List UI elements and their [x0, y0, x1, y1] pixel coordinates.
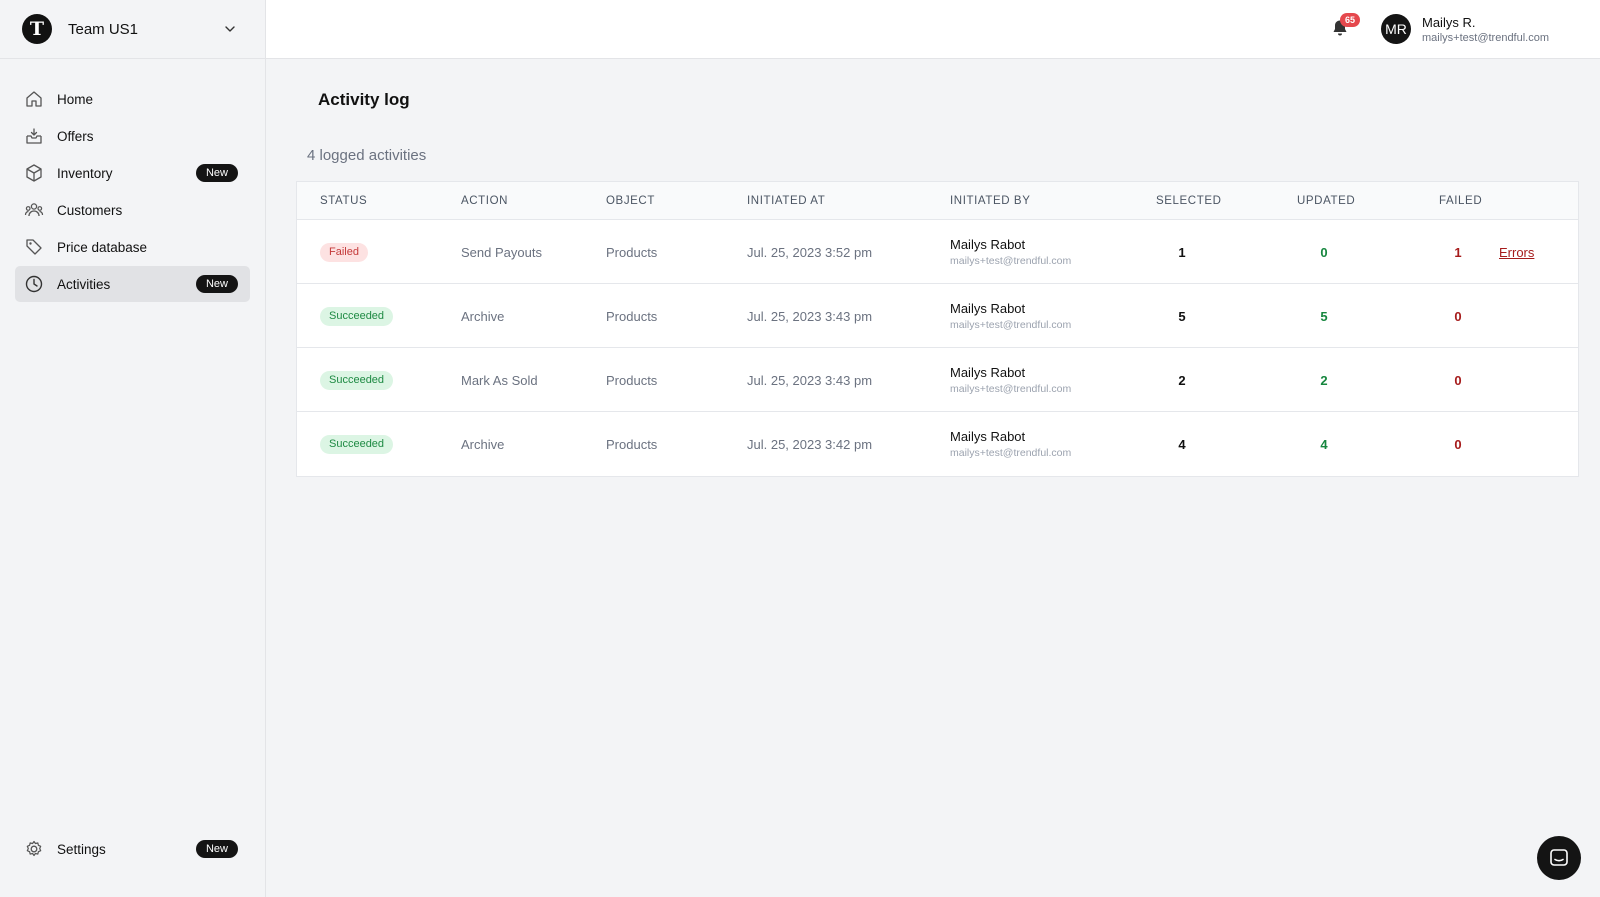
sidebar-item-settings[interactable]: Settings New: [15, 831, 250, 867]
table-row[interactable]: Succeeded Mark As Sold Products Jul. 25,…: [297, 348, 1578, 412]
new-badge: New: [195, 164, 238, 182]
sidebar-item-label: Price database: [57, 239, 148, 255]
column-header-updated: UPDATED: [1297, 195, 1356, 207]
initiated-at-cell: Jul. 25, 2023 3:43 pm: [747, 372, 873, 388]
new-badge: New: [195, 275, 238, 293]
sidebar-item-label: Home: [57, 91, 94, 107]
updated-count: 4: [1320, 436, 1328, 452]
selected-count: 1: [1178, 244, 1186, 260]
initiated-at-cell: Jul. 25, 2023 3:42 pm: [747, 436, 873, 452]
team-name: Team US1: [68, 20, 139, 38]
selected-count: 4: [1178, 436, 1186, 452]
initiated-at-cell: Jul. 25, 2023 3:43 pm: [747, 308, 873, 324]
action-cell: Mark As Sold: [461, 372, 538, 388]
initiated-by-cell: Mailys Rabot mailys+test@trendful.com: [950, 412, 1071, 476]
action-cell: Archive: [461, 308, 505, 324]
notification-count-badge: 65: [1340, 13, 1361, 27]
activity-table: STATUS ACTION OBJECT INITIATED AT INITIA…: [296, 181, 1579, 477]
selected-count: 5: [1178, 308, 1186, 324]
object-cell: Products: [606, 244, 658, 260]
sidebar-item-label: Settings: [57, 841, 106, 857]
page-title: Activity log: [318, 90, 410, 109]
status-badge: Succeeded: [320, 306, 394, 326]
box-icon: [24, 163, 44, 183]
initiated-by-cell: Mailys Rabot mailys+test@trendful.com: [950, 348, 1071, 412]
updated-count: 2: [1320, 372, 1328, 388]
initiated-by-cell: Mailys Rabot mailys+test@trendful.com: [950, 284, 1071, 348]
initiated-at-cell: Jul. 25, 2023 3:52 pm: [747, 244, 873, 260]
chat-launcher-button[interactable]: [1537, 836, 1581, 880]
status-badge: Succeeded: [320, 370, 394, 390]
clock-icon: [24, 274, 44, 294]
gear-icon: [24, 839, 44, 859]
object-cell: Products: [606, 372, 658, 388]
updated-count: 5: [1320, 308, 1328, 324]
table-row[interactable]: Succeeded Archive Products Jul. 25, 2023…: [297, 412, 1578, 476]
initiator-name: Mailys Rabot: [950, 301, 1026, 316]
table-row[interactable]: Succeeded Archive Products Jul. 25, 2023…: [297, 284, 1578, 348]
team-switcher[interactable]: T Team US1: [0, 0, 265, 59]
action-cell: Send Payouts: [461, 244, 542, 260]
column-header-initiated-by: INITIATED BY: [950, 195, 1031, 207]
sidebar-item-customers[interactable]: Customers: [15, 192, 250, 228]
home-icon: [24, 89, 44, 109]
column-header-status: STATUS: [320, 195, 368, 207]
column-header-selected: SELECTED: [1156, 195, 1222, 207]
top-header: 65 MR Mailys R. mailys+test@trendful.com: [266, 0, 1600, 59]
column-header-action: ACTION: [461, 195, 509, 207]
team-logo: T: [22, 14, 52, 44]
failed-count: 0: [1454, 372, 1462, 388]
errors-link[interactable]: Errors: [1499, 244, 1535, 260]
sidebar-item-price-database[interactable]: Price database: [15, 229, 250, 265]
object-cell: Products: [606, 436, 658, 452]
sidebar-item-activities[interactable]: Activities New: [15, 266, 250, 302]
tag-icon: [24, 237, 44, 257]
activity-count: 4 logged activities: [307, 147, 427, 164]
avatar[interactable]: MR: [1381, 14, 1411, 44]
sidebar-item-offers[interactable]: Offers: [15, 118, 250, 154]
sidebar-item-inventory[interactable]: Inventory New: [15, 155, 250, 191]
chevron-down-icon: [225, 26, 235, 32]
new-badge: New: [195, 840, 238, 858]
initiator-email: mailys+test@trendful.com: [950, 319, 1072, 331]
initiated-by-cell: Mailys Rabot mailys+test@trendful.com: [950, 220, 1071, 284]
status-badge: Failed: [320, 242, 368, 262]
failed-count: 1: [1454, 244, 1462, 260]
action-cell: Archive: [461, 436, 505, 452]
sidebar-item-label: Activities: [57, 276, 111, 292]
sidebar-item-label: Customers: [57, 202, 123, 218]
sidebar: T Team US1 Home Offers Inventory New: [0, 0, 266, 897]
initiator-email: mailys+test@trendful.com: [950, 255, 1072, 267]
initiator-name: Mailys Rabot: [950, 429, 1026, 444]
initiator-email: mailys+test@trendful.com: [950, 447, 1072, 459]
column-header-failed: FAILED: [1439, 195, 1483, 207]
users-icon: [24, 200, 44, 220]
updated-count: 0: [1320, 244, 1328, 260]
selected-count: 2: [1178, 372, 1186, 388]
initiator-email: mailys+test@trendful.com: [950, 383, 1072, 395]
table-header: STATUS ACTION OBJECT INITIATED AT INITIA…: [297, 182, 1578, 220]
sidebar-item-home[interactable]: Home: [15, 81, 250, 117]
initiator-name: Mailys Rabot: [950, 365, 1026, 380]
initiator-name: Mailys Rabot: [950, 237, 1026, 252]
user-name: Mailys R.: [1422, 15, 1476, 30]
sidebar-item-label: Offers: [57, 128, 94, 144]
object-cell: Products: [606, 308, 658, 324]
column-header-object: OBJECT: [606, 195, 655, 207]
status-badge: Succeeded: [320, 434, 394, 454]
chat-icon: [1548, 847, 1570, 869]
failed-count: 0: [1454, 436, 1462, 452]
inbox-icon: [24, 126, 44, 146]
sidebar-item-label: Inventory: [57, 165, 113, 181]
sidebar-bottom: Settings New: [15, 831, 250, 868]
sidebar-nav: Home Offers Inventory New Customers Pr: [0, 59, 265, 302]
user-email: mailys+test@trendful.com: [1422, 32, 1550, 44]
column-header-initiated-at: INITIATED AT: [747, 195, 826, 207]
table-row[interactable]: Failed Send Payouts Products Jul. 25, 20…: [297, 220, 1578, 284]
failed-count: 0: [1454, 308, 1462, 324]
